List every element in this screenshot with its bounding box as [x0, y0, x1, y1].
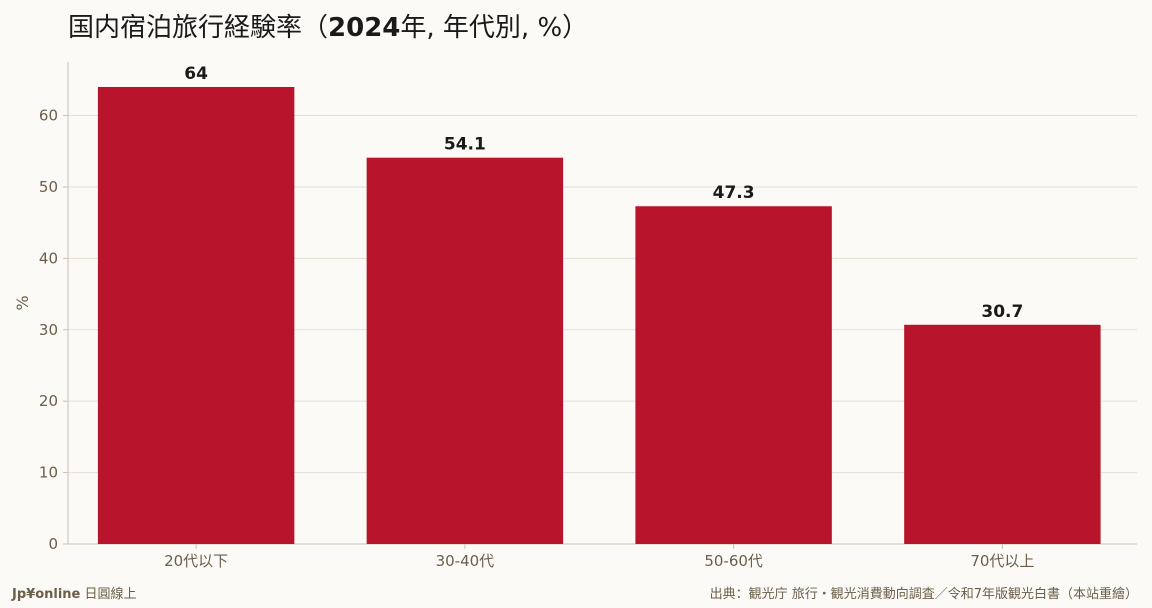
- title-suffix: 年, 年代別, %）: [400, 13, 589, 43]
- bar-value-label: 47.3: [713, 183, 755, 203]
- bar-4: [904, 324, 1101, 544]
- y-tick-label: 10: [39, 464, 58, 482]
- chart-title: 国内宿泊旅行経験率（2024年, 年代別, %）: [68, 8, 588, 48]
- bar-value-label: 30.7: [981, 302, 1023, 322]
- y-tick-label: 30: [39, 321, 58, 339]
- y-tick-label: 0: [48, 535, 58, 553]
- y-tick-label: 40: [39, 249, 58, 267]
- brand-name: Jp¥online: [12, 587, 81, 602]
- brand-subtitle: 日圓線上: [84, 587, 137, 602]
- x-tick-label: 20代以下: [164, 552, 228, 570]
- y-axis-label: %: [13, 295, 32, 310]
- y-tick-label: 50: [39, 178, 58, 196]
- y-tick-label: 60: [39, 107, 58, 125]
- brand-credit: Jp¥online 日圓線上: [12, 583, 137, 602]
- bar-value-label: 54.1: [444, 135, 486, 155]
- title-prefix: 国内宿泊旅行経験率（: [68, 13, 329, 43]
- bar-2: [366, 157, 564, 545]
- x-tick-label: 30-40代: [436, 552, 495, 570]
- source-note: 出典：観光庁 旅行・観光消費動向調査／令和7年版観光白書（本站重繪）: [709, 587, 1138, 602]
- bar-value-label: 64: [184, 64, 208, 84]
- y-tick-label: 20: [39, 392, 58, 410]
- title-year: 2024: [328, 13, 401, 43]
- x-tick-label: 70代以上: [970, 552, 1034, 570]
- bar-1: [97, 86, 295, 545]
- bar-3: [635, 206, 832, 544]
- x-tick-label: 50-60代: [704, 552, 763, 570]
